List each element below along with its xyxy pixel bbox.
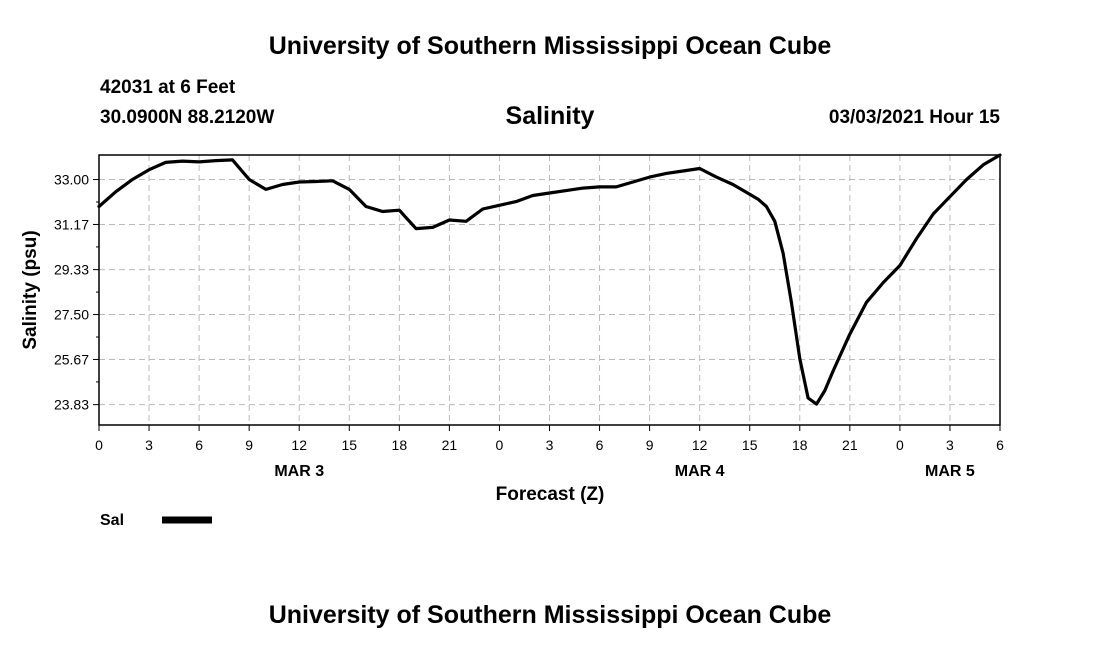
chart-title: Salinity <box>505 102 595 130</box>
x-tick-label: 15 <box>742 437 758 453</box>
x-tick-label: 21 <box>842 437 858 453</box>
x-tick-label: 6 <box>596 437 604 453</box>
y-tick-label: 29.33 <box>54 262 89 278</box>
x-tick-label: 3 <box>546 437 554 453</box>
y-tick-label: 27.50 <box>54 307 89 323</box>
date-label: MAR 5 <box>925 463 975 480</box>
x-tick-label: 12 <box>291 437 307 453</box>
x-tick-label: 6 <box>195 437 203 453</box>
bottom-title: University of Southern Mississippi Ocean… <box>268 601 832 629</box>
y-axis: 33.00 31.17 29.33 27.50 25.67 23.83 <box>54 172 99 413</box>
x-tick-label: 0 <box>95 437 103 453</box>
y-axis-label: Salinity (psu) <box>20 230 41 349</box>
datetime-label: 03/03/2021 Hour 15 <box>828 107 1000 128</box>
x-tick-label: 3 <box>145 437 153 453</box>
station-label: 42031 at 6 Feet <box>100 77 236 98</box>
x-axis-label: Forecast (Z) <box>496 484 605 505</box>
gridlines <box>99 155 1000 425</box>
x-tick-label: 3 <box>946 437 954 453</box>
x-axis: 0 3 6 9 12 15 18 21 0 3 6 9 12 15 18 21 0 3 6 <box>95 425 1004 453</box>
x-tick-label: 0 <box>496 437 504 453</box>
date-labels: MAR 3 MAR 4 MAR 5 <box>274 463 975 480</box>
x-tick-label: 21 <box>442 437 458 453</box>
date-label: MAR 4 <box>675 463 725 480</box>
x-tick-label: 9 <box>245 437 253 453</box>
location-label: 30.0900N 88.2120W <box>100 107 275 128</box>
salinity-series-line <box>97 153 1002 406</box>
x-tick-label: 15 <box>341 437 357 453</box>
x-tick-label: 0 <box>896 437 904 453</box>
y-tick-label: 31.17 <box>54 216 89 232</box>
x-tick-label: 6 <box>996 437 1004 453</box>
y-tick-label: 23.83 <box>54 397 89 413</box>
x-tick-label: 9 <box>646 437 654 453</box>
y-tick-label: 33.00 <box>54 172 89 188</box>
y-tick-label: 25.67 <box>54 351 89 367</box>
x-tick-label: 18 <box>792 437 808 453</box>
legend-label: Sal <box>100 512 124 529</box>
date-label: MAR 3 <box>274 463 324 480</box>
top-title: University of Southern Mississippi Ocean… <box>268 32 832 60</box>
x-tick-label: 18 <box>392 437 408 453</box>
x-tick-label: 12 <box>692 437 708 453</box>
